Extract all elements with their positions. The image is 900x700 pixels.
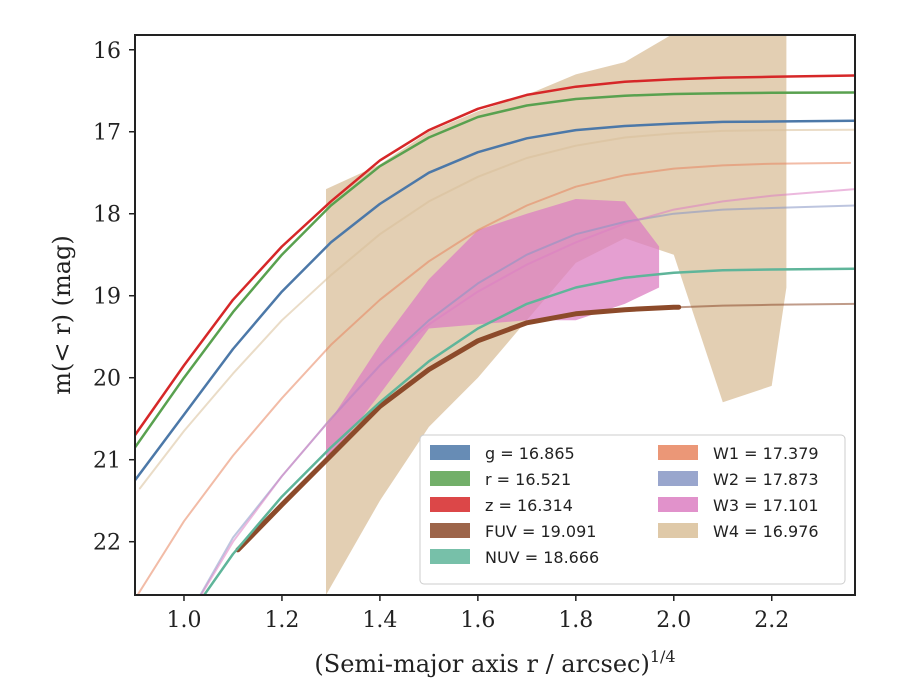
legend-label: W3 = 17.101 [713, 496, 819, 515]
legend-swatch [430, 523, 470, 538]
legend-entry-w1: W1 = 17.379 [658, 444, 819, 463]
x-tick-label: 1.0 [166, 608, 201, 633]
legend-entry-w3: W3 = 17.101 [658, 496, 819, 515]
series-line-z [135, 74, 855, 437]
uncertainty-bands [326, 35, 787, 595]
y-tick-label: 19 [93, 285, 121, 310]
legend-swatch [430, 471, 470, 486]
x-tick-label: 1.8 [558, 608, 593, 633]
legend-swatch [430, 497, 470, 512]
legend-entry-w2: W2 = 17.873 [658, 470, 819, 489]
band-w4 [326, 35, 787, 595]
legend-label: z = 16.314 [485, 496, 573, 515]
x-axis-ticks: 1.0 1.2 1.4 1.6 1.8 2.0 2.2 [166, 595, 789, 633]
legend: g = 16.865 r = 16.521 z = 16.314 FUV = 19.0… [419, 434, 846, 585]
band-w3 [326, 199, 660, 464]
legend-entry-fuv: FUV = 19.091 [430, 522, 596, 541]
y-tick-label: 21 [93, 449, 121, 474]
x-tick-label: 2.2 [754, 608, 789, 633]
legend-label: NUV = 18.666 [485, 548, 599, 567]
legend-entry-g: g = 16.865 [430, 444, 575, 463]
y-tick-label: 17 [93, 121, 121, 146]
legend-entry-z: z = 16.314 [430, 496, 573, 515]
legend-label: W1 = 17.379 [713, 444, 819, 463]
legend-label: g = 16.865 [485, 444, 575, 463]
series-line-fuv [235, 304, 682, 553]
series-line-g [135, 119, 855, 482]
series-line-nuv [202, 267, 855, 595]
x-tick-label: 1.6 [460, 608, 495, 633]
plot-frame [134, 34, 856, 596]
legend-swatch [658, 471, 698, 486]
legend-entry-r: r = 16.521 [430, 470, 571, 489]
legend-label: W4 = 16.976 [713, 522, 819, 541]
legend-entry-w4: W4 = 16.976 [658, 522, 819, 541]
legend-swatch [658, 497, 698, 512]
legend-swatch [658, 445, 698, 460]
x-tick-label: 1.4 [362, 608, 397, 633]
y-tick-label: 22 [93, 531, 121, 556]
y-tick-label: 18 [93, 203, 121, 228]
series-line-w4-model [138, 128, 855, 490]
series-line-fuv-model [677, 302, 855, 309]
legend-swatch [658, 523, 698, 538]
series-line-w3-model [199, 188, 855, 595]
growth-curves [135, 74, 855, 595]
series-line-r [135, 91, 855, 449]
x-tick-label: 1.2 [264, 608, 299, 633]
y-axis-label: m(< r) (mag) [48, 235, 76, 394]
x-tick-label: 2.0 [656, 608, 691, 633]
y-axis-ticks: 16 17 18 19 20 21 22 [93, 39, 135, 556]
legend-box [419, 434, 846, 585]
legend-entry-nuv: NUV = 18.666 [430, 548, 599, 567]
legend-label: r = 16.521 [485, 470, 571, 489]
y-tick-label: 20 [93, 367, 121, 392]
x-axis-label-exponent: 1/4 [650, 647, 676, 666]
y-tick-label: 16 [93, 39, 121, 64]
series-line-w1-model [136, 161, 852, 595]
legend-label: FUV = 19.091 [485, 522, 596, 541]
legend-label: W2 = 17.873 [713, 470, 819, 489]
legend-swatch [430, 445, 470, 460]
legend-items: g = 16.865 r = 16.521 z = 16.314 FUV = 19.0… [430, 444, 819, 567]
legend-swatch [430, 549, 470, 564]
x-axis-label: (Semi-major axis r / arcsec)1/4 [314, 647, 675, 678]
